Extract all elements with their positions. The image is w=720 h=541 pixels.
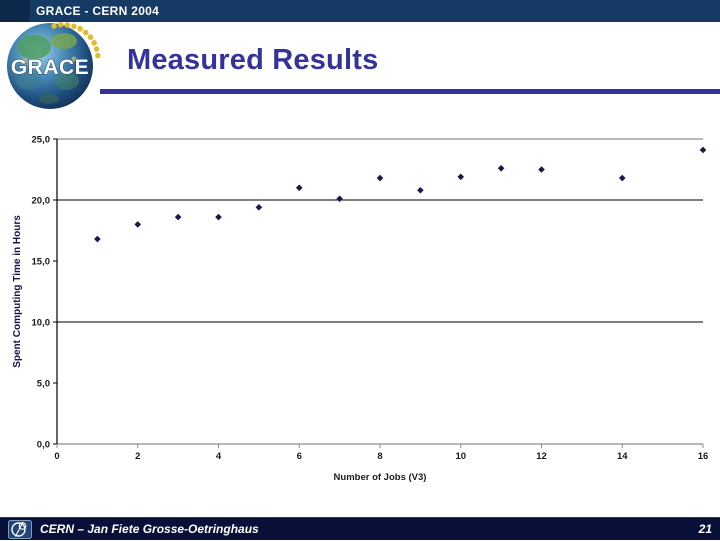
x-tick-label: 6 (297, 451, 302, 462)
y-tick-label: 15,0 (32, 257, 51, 268)
header-bar: GRACE - CERN 2004 (0, 0, 720, 22)
data-point (417, 186, 424, 194)
x-tick-label: 0 (54, 451, 59, 462)
chart-area: 0,0 5,0 10,0 15,0 20,0 25,0 0 2 4 6 8 10 12 14 16 Numbe… (0, 120, 720, 490)
data-point (174, 213, 182, 221)
x-tick-label: 2 (135, 451, 140, 462)
title-underline (100, 89, 720, 94)
data-point (699, 146, 707, 154)
x-tick-label: 16 (698, 451, 709, 462)
grace-logo: GRACE (4, 21, 106, 111)
x-tick-label: 8 (377, 451, 382, 462)
x-axis-title: Number of Jobs (V3) (334, 472, 427, 483)
data-point (538, 166, 545, 173)
y-tick-label: 5,0 (37, 379, 50, 390)
y-tick-label: 10,0 (32, 318, 51, 329)
data-point (376, 174, 384, 182)
cern-logo-icon (8, 520, 32, 539)
data-point (336, 195, 343, 203)
results-scatter-chart: 0,0 5,0 10,0 15,0 20,0 25,0 0 2 4 6 8 10 12 14 16 Numbe… (12, 135, 709, 484)
data-point (618, 174, 626, 182)
data-point (134, 221, 142, 228)
y-tick-label: 20,0 (32, 196, 51, 207)
y-tick-label: 25,0 (32, 135, 51, 146)
x-tick-label: 10 (455, 451, 466, 462)
data-point (94, 235, 101, 243)
data-point (457, 173, 465, 181)
data-point (295, 184, 303, 192)
logo-text: GRACE (11, 56, 89, 79)
page-number: 21 (698, 522, 712, 536)
conference-label: GRACE - CERN 2004 (36, 4, 160, 18)
footer-bar: CERN – Jan Fiete Grosse-Oetringhaus 21 (0, 517, 720, 540)
header-accent-square (0, 0, 30, 22)
data-point (215, 213, 222, 221)
x-tick-label: 4 (216, 451, 222, 462)
footer-credit: CERN – Jan Fiete Grosse-Oetringhaus (40, 522, 259, 536)
data-point (255, 204, 263, 211)
page-title: Measured Results (127, 44, 379, 76)
globe-icon: GRACE (7, 22, 101, 109)
data-point (497, 164, 505, 172)
x-tick-label: 12 (536, 451, 547, 462)
y-tick-label: 0,0 (37, 440, 50, 451)
x-tick-label: 14 (617, 451, 628, 462)
y-axis-title: Spent Computing Time in Hours (12, 215, 23, 368)
